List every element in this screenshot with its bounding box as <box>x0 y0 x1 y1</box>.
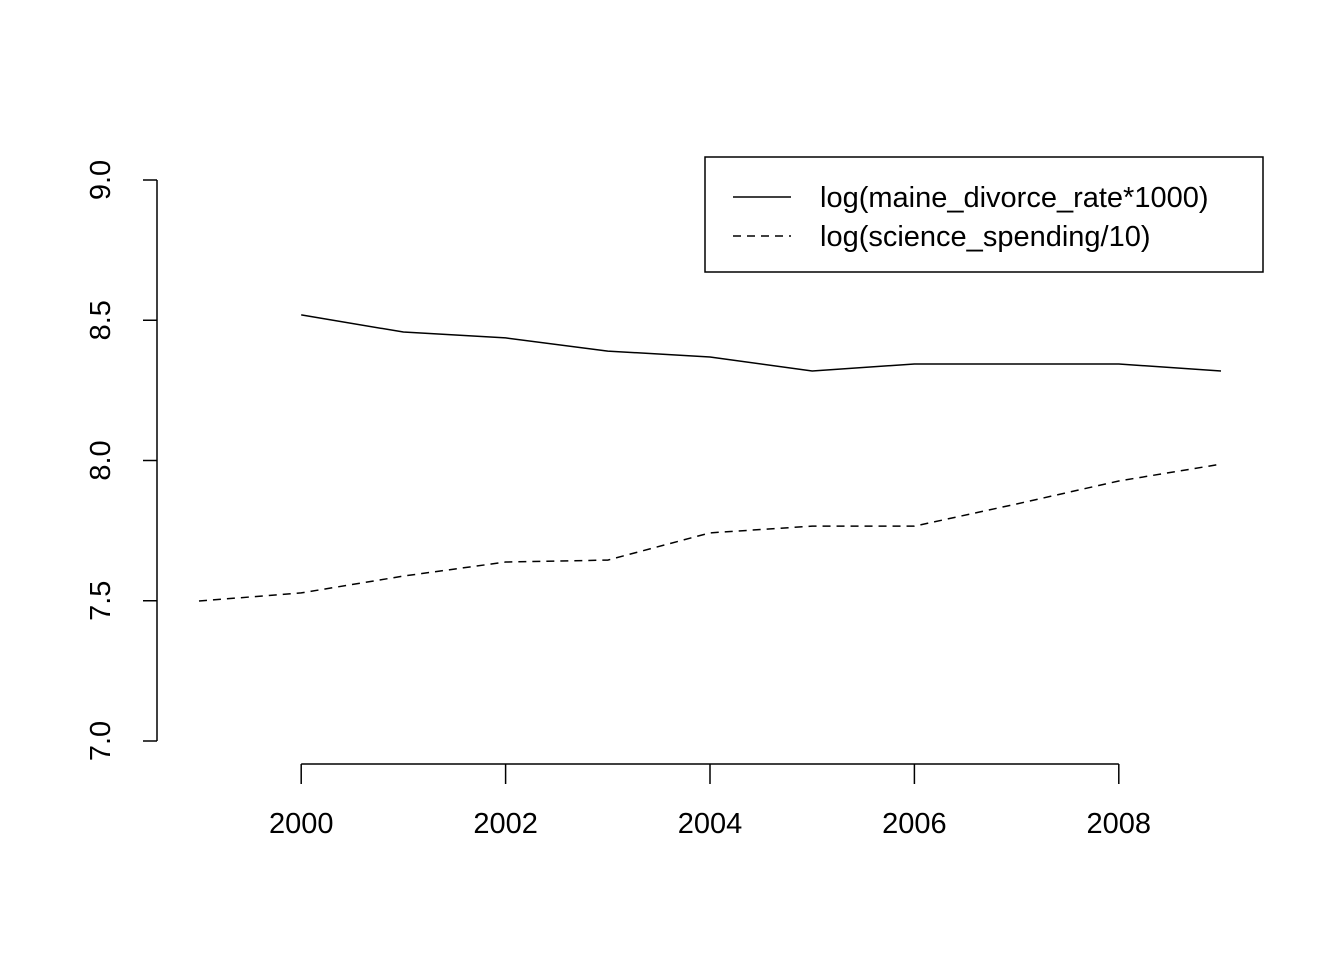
y-tick-label: 7.5 <box>85 581 117 621</box>
legend-label: log(science_spending/10) <box>820 221 1151 253</box>
legend: log(maine_divorce_rate*1000) log(science… <box>704 156 1264 273</box>
x-tick-label: 2008 <box>1087 808 1152 840</box>
x-tick-label: 2006 <box>882 808 947 840</box>
legend-box <box>704 156 1264 273</box>
y-axis: 7.0 7.5 8.0 8.5 9.0 <box>85 160 158 761</box>
series-line-0 <box>301 314 1222 372</box>
x-axis: 2000 2002 2004 2006 2008 <box>269 763 1152 840</box>
x-tick-label: 2000 <box>269 808 334 840</box>
plot-lines <box>198 314 1222 602</box>
series-line-1 <box>198 463 1222 602</box>
y-tick-label: 7.0 <box>85 721 117 761</box>
y-tick-label: 8.0 <box>85 440 117 480</box>
x-tick-label: 2002 <box>473 808 538 840</box>
y-tick-label: 8.5 <box>85 300 117 340</box>
legend-label: log(maine_divorce_rate*1000) <box>820 182 1209 214</box>
x-tick-label: 2004 <box>678 808 743 840</box>
y-tick-label: 9.0 <box>85 160 117 200</box>
